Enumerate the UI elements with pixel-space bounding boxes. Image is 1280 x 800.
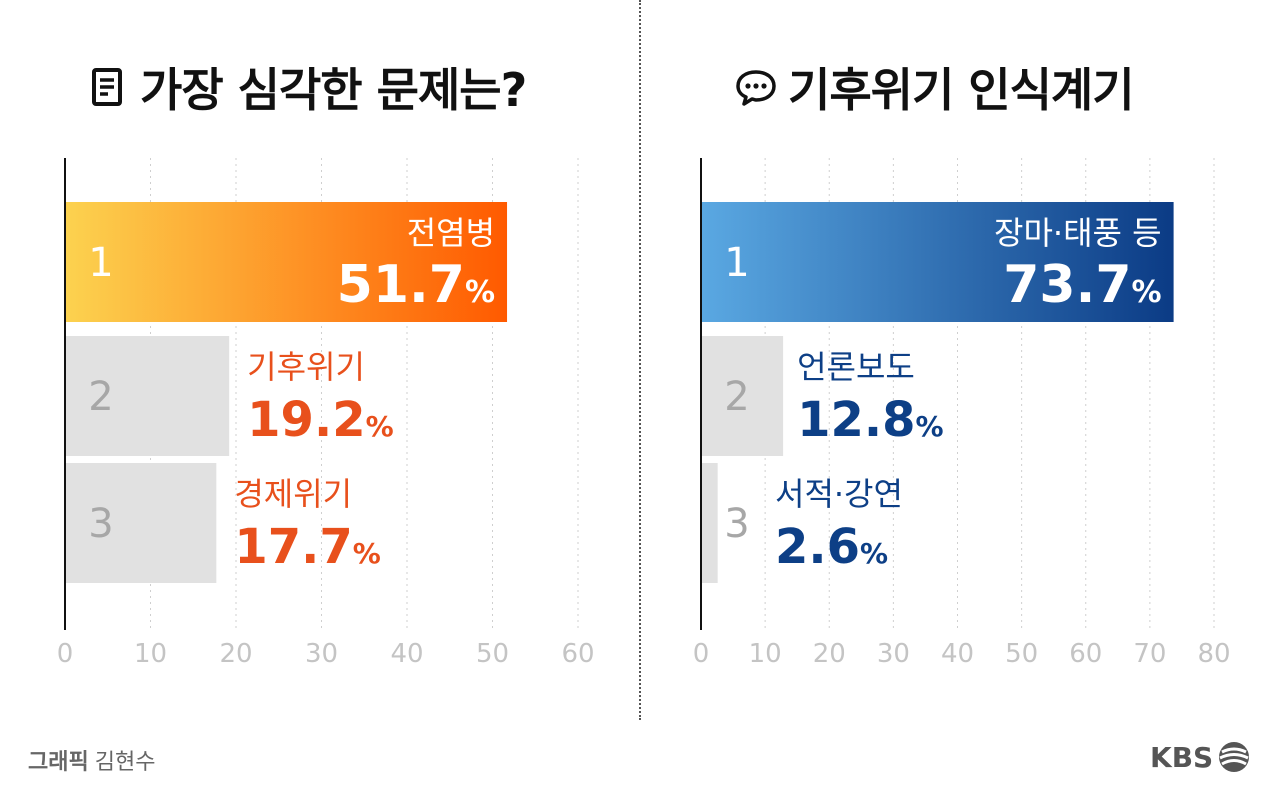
value-label: 2.6% — [775, 519, 888, 575]
bar — [702, 336, 784, 456]
x-tick-label: 20 — [219, 639, 252, 669]
x-tick-label: 0 — [57, 639, 74, 669]
kbs-logo-text: KBS — [1150, 740, 1214, 774]
credit-label: 그래픽 — [28, 750, 89, 775]
category-label: 전염병 — [407, 214, 495, 252]
bar-rank-label: 1 — [724, 240, 749, 286]
right-panel-title-text: 기후위기 인식계기 — [788, 63, 1135, 117]
x-tick-label: 80 — [1197, 639, 1230, 669]
graphic-credit: 그래픽 김현수 — [28, 744, 155, 776]
speech-bubble-icon — [734, 65, 778, 109]
bar — [66, 463, 217, 583]
bar — [702, 463, 718, 583]
value-label: 12.8% — [797, 392, 944, 448]
category-label: 언론보도 — [797, 348, 915, 386]
right-panel-title: 기후위기 인식계기 — [734, 52, 1135, 122]
bar — [66, 336, 230, 456]
x-tick-label: 50 — [476, 639, 509, 669]
bar-rank-label: 3 — [88, 501, 113, 547]
x-tick-label: 70 — [1133, 639, 1166, 669]
category-label: 경제위기 — [234, 475, 352, 513]
left-panel-title-text: 가장 심각한 문제는? — [140, 63, 527, 117]
panel-divider — [639, 0, 641, 720]
x-tick-label: 60 — [1069, 639, 1102, 669]
credit-name: 김현수 — [94, 750, 156, 775]
right-bar-chart: 0 10 20 30 40 50 60 70 80 1 장마·태풍 등73.7% 2 언론보도 12.8%… — [693, 158, 1231, 669]
category-label: 기후위기 — [247, 348, 365, 386]
x-tick-label: 30 — [305, 639, 338, 669]
category-label: 장마·태풍 등 — [994, 214, 1162, 252]
value-label: 51.7% — [337, 255, 495, 315]
x-tick-label: 30 — [877, 639, 910, 669]
category-label: 서적·강연 — [775, 475, 903, 513]
x-tick-label: 40 — [941, 639, 974, 669]
kbs-globe-icon — [1219, 742, 1250, 772]
x-tick-label: 10 — [749, 639, 782, 669]
left-panel-title: 가장 심각한 문제는? — [86, 52, 527, 122]
bar — [702, 202, 1174, 322]
bar-rank-label: 1 — [88, 240, 113, 286]
document-icon — [86, 65, 130, 109]
x-tick-label: 0 — [693, 639, 710, 669]
bar-rank-label: 2 — [724, 374, 749, 420]
value-label: 17.7% — [234, 519, 381, 575]
bar-rank-label: 3 — [724, 501, 749, 547]
value-label: 73.7% — [1003, 255, 1161, 315]
x-tick-label: 40 — [390, 639, 423, 669]
bar — [66, 202, 508, 322]
x-tick-label: 60 — [561, 639, 594, 669]
x-tick-label: 20 — [813, 639, 846, 669]
value-label: 19.2% — [247, 392, 394, 448]
kbs-logo: KBS — [1150, 740, 1251, 774]
x-tick-label: 10 — [134, 639, 167, 669]
bar-rank-label: 2 — [88, 374, 113, 420]
x-tick-label: 50 — [1005, 639, 1038, 669]
